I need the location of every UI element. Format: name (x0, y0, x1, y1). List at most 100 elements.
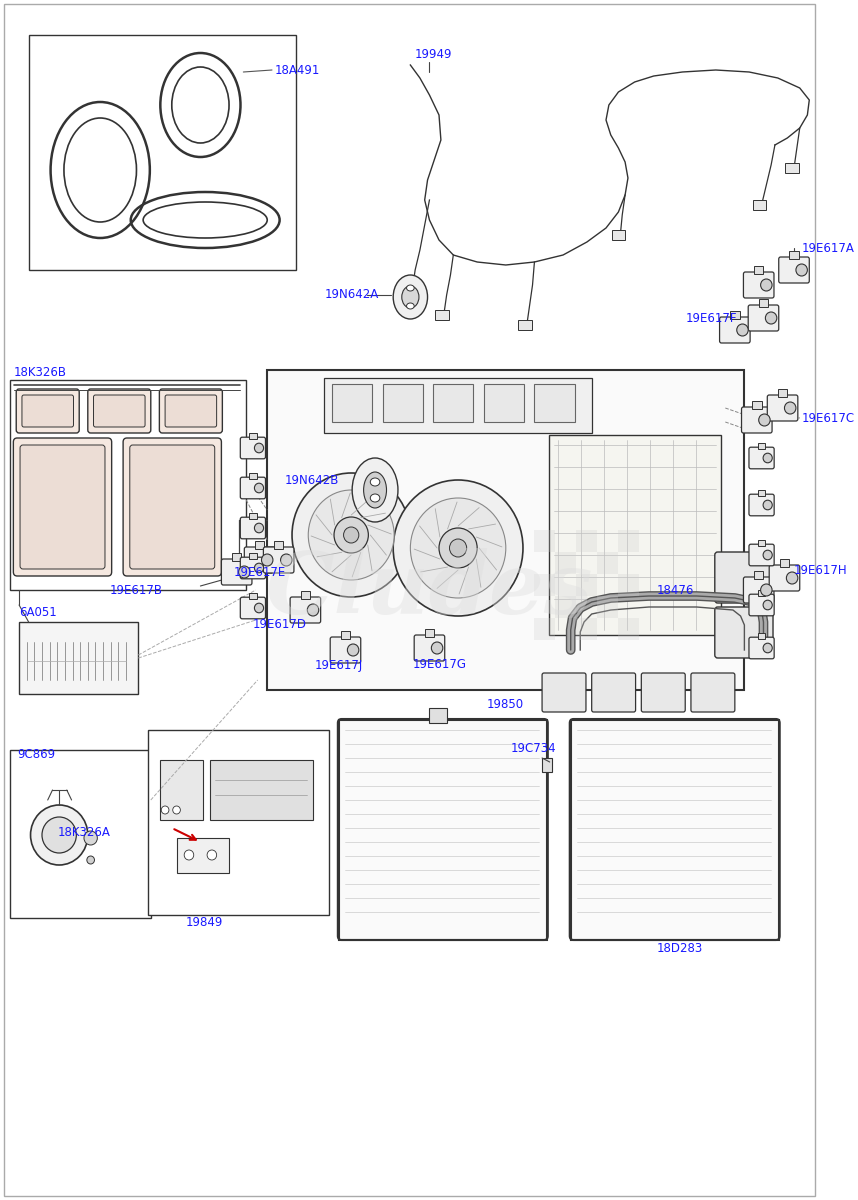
Circle shape (784, 402, 796, 414)
Circle shape (410, 498, 506, 598)
Bar (535, 384, 575, 422)
Bar (597, 596, 619, 618)
Circle shape (184, 850, 194, 860)
FancyBboxPatch shape (16, 389, 79, 433)
Bar (148, 730, 329, 914)
Bar (758, 590, 765, 596)
Bar (425, 629, 434, 637)
Text: 18K326B: 18K326B (14, 366, 66, 378)
Bar (535, 530, 555, 552)
Circle shape (758, 414, 770, 426)
Circle shape (255, 604, 263, 613)
Bar (555, 552, 577, 574)
Circle shape (87, 856, 94, 864)
Bar (754, 266, 764, 274)
Bar (789, 251, 799, 259)
Ellipse shape (364, 472, 386, 508)
Circle shape (172, 806, 180, 814)
Text: 19E617E: 19E617E (234, 565, 286, 578)
FancyBboxPatch shape (749, 594, 774, 616)
Bar (535, 618, 555, 640)
Text: 19E617J: 19E617J (315, 659, 363, 672)
Circle shape (765, 312, 776, 324)
Text: 9C869: 9C869 (17, 749, 55, 762)
Bar (249, 593, 257, 599)
FancyBboxPatch shape (240, 598, 265, 619)
Bar (542, 758, 552, 772)
Bar (255, 541, 264, 550)
Bar (249, 433, 257, 439)
Text: 19E617G: 19E617G (413, 659, 466, 672)
FancyBboxPatch shape (165, 395, 216, 427)
Bar (332, 384, 372, 422)
Text: 19850: 19850 (486, 698, 524, 712)
FancyBboxPatch shape (130, 445, 214, 569)
Bar (274, 541, 283, 550)
Bar (267, 370, 745, 690)
Ellipse shape (371, 494, 380, 502)
Bar (785, 163, 799, 173)
Text: 6A051: 6A051 (19, 606, 57, 618)
FancyBboxPatch shape (221, 559, 252, 584)
Circle shape (334, 517, 368, 553)
FancyBboxPatch shape (748, 305, 779, 331)
Circle shape (255, 563, 263, 572)
Text: 19849: 19849 (186, 916, 223, 929)
FancyBboxPatch shape (542, 673, 586, 712)
Ellipse shape (371, 478, 380, 486)
Circle shape (763, 600, 772, 610)
Text: 18476: 18476 (656, 583, 694, 596)
Bar (778, 389, 788, 397)
Circle shape (439, 528, 477, 568)
Circle shape (343, 527, 359, 542)
FancyBboxPatch shape (749, 637, 774, 659)
FancyBboxPatch shape (263, 547, 294, 572)
Bar (619, 530, 639, 552)
Bar (177, 838, 229, 874)
Bar (535, 574, 555, 596)
Bar (341, 631, 350, 638)
Circle shape (84, 830, 97, 845)
Bar (160, 760, 203, 820)
Circle shape (255, 484, 263, 493)
Bar (232, 553, 241, 560)
Polygon shape (28, 35, 296, 270)
Circle shape (281, 554, 292, 566)
FancyBboxPatch shape (94, 395, 145, 427)
Circle shape (760, 584, 772, 596)
FancyBboxPatch shape (749, 448, 774, 469)
Bar (19, 622, 138, 694)
FancyBboxPatch shape (770, 565, 800, 590)
Bar (549, 434, 721, 635)
Circle shape (796, 264, 807, 276)
Circle shape (763, 643, 772, 653)
FancyBboxPatch shape (330, 637, 360, 662)
Bar (577, 574, 597, 596)
FancyBboxPatch shape (691, 673, 734, 712)
Bar (430, 708, 447, 722)
Circle shape (763, 454, 772, 463)
Text: 19949: 19949 (415, 48, 453, 61)
Bar (249, 553, 257, 559)
Circle shape (432, 642, 443, 654)
Bar (758, 299, 768, 307)
Bar (597, 552, 619, 574)
Bar (577, 530, 597, 552)
Text: 18A491: 18A491 (275, 64, 320, 77)
FancyBboxPatch shape (14, 438, 112, 576)
Text: 19E617H: 19E617H (794, 564, 848, 576)
FancyBboxPatch shape (20, 445, 105, 569)
Circle shape (347, 644, 359, 656)
FancyBboxPatch shape (749, 494, 774, 516)
Bar (383, 384, 423, 422)
Circle shape (307, 604, 319, 616)
Bar (752, 401, 762, 409)
Circle shape (42, 817, 76, 853)
Text: Cludes: Cludes (266, 548, 593, 631)
Text: 18D283: 18D283 (656, 942, 703, 954)
Bar (484, 384, 524, 422)
Bar (758, 540, 765, 546)
FancyBboxPatch shape (720, 317, 750, 343)
Bar (758, 490, 765, 496)
Text: 19N642B: 19N642B (284, 474, 339, 486)
